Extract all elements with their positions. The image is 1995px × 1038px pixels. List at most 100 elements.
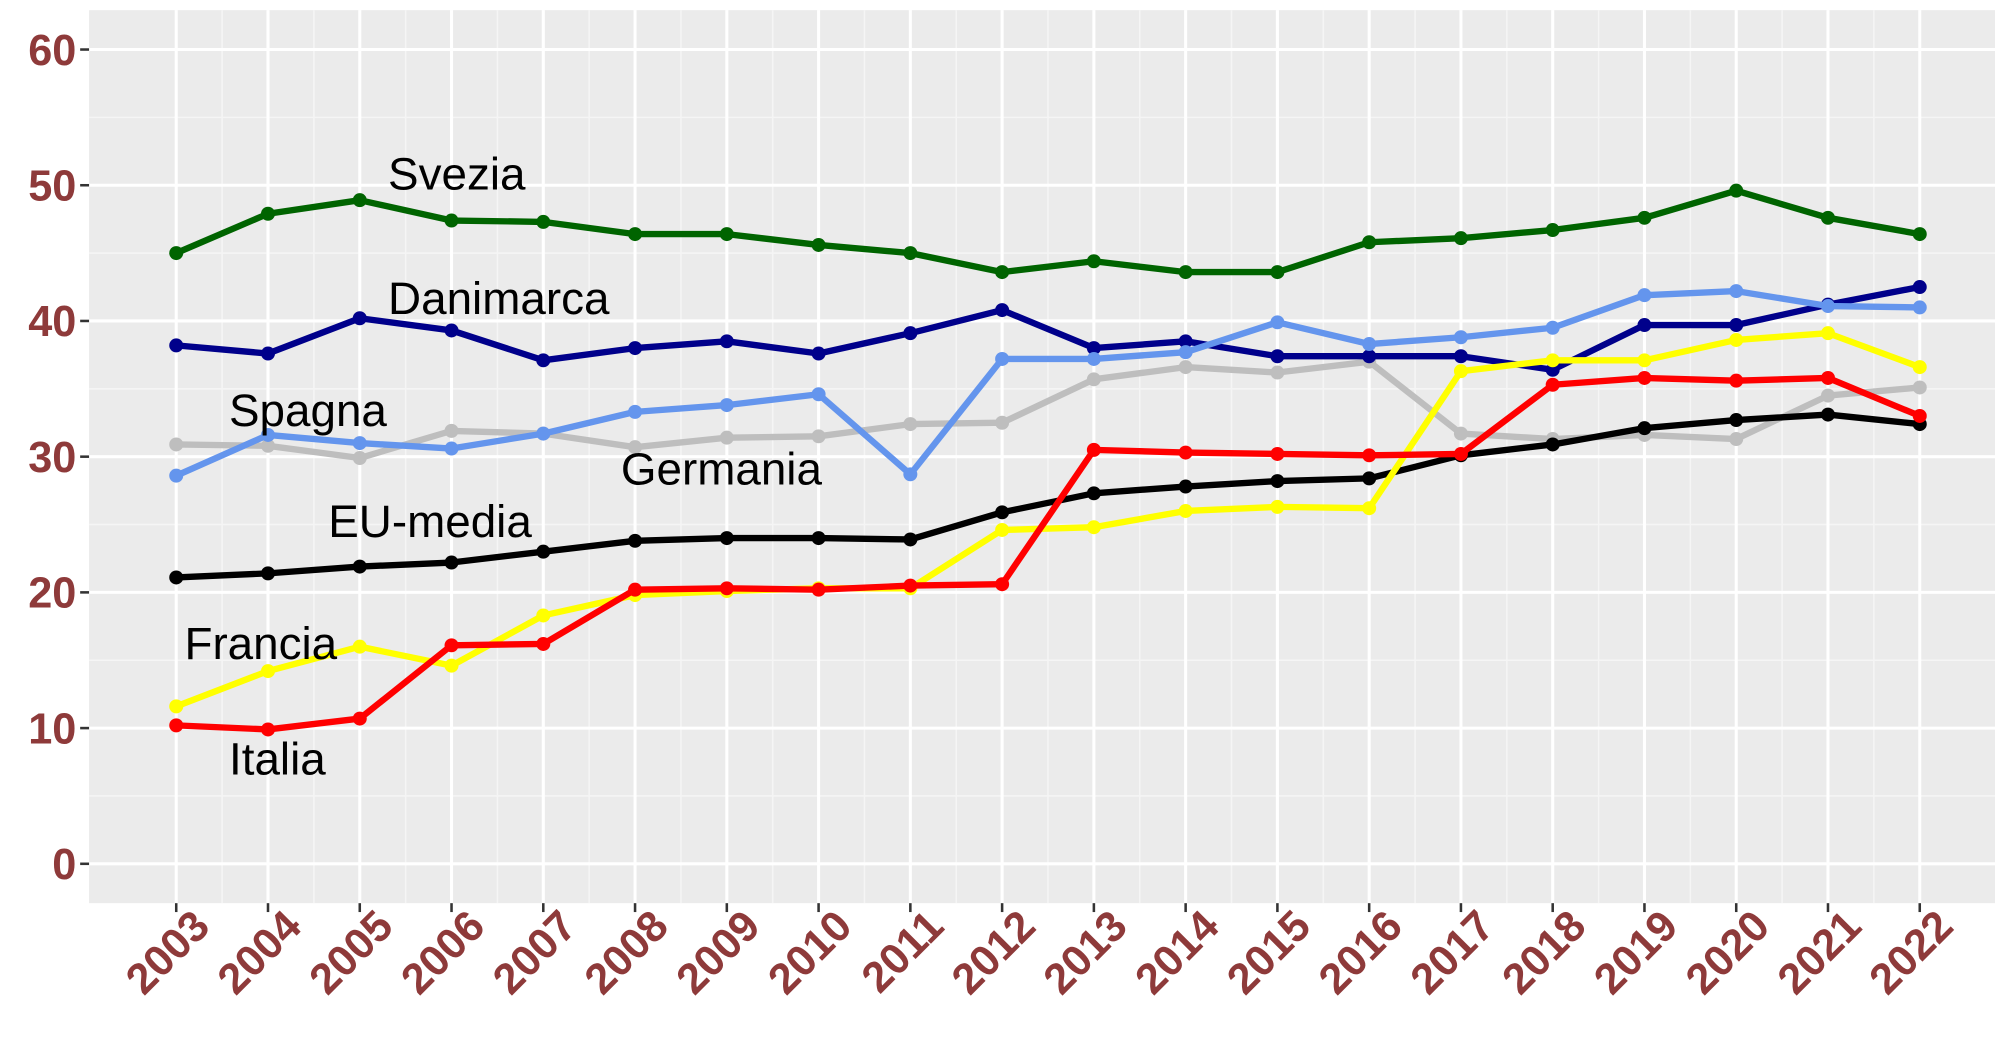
- data-point: [169, 699, 184, 714]
- data-point: [719, 398, 734, 413]
- data-point: [352, 193, 367, 208]
- x-tick-label: 2004: [209, 902, 311, 1004]
- data-point: [1362, 337, 1377, 352]
- data-point: [169, 437, 184, 452]
- data-point: [261, 206, 275, 221]
- data-point: [903, 467, 918, 482]
- y-tick-label: 50: [28, 163, 76, 211]
- data-point: [995, 303, 1010, 318]
- x-tick-label: 2015: [1218, 902, 1320, 1004]
- data-point: [1362, 235, 1377, 250]
- data-point: [628, 227, 643, 242]
- data-point: [1545, 320, 1560, 335]
- x-tick-label: 2007: [484, 902, 586, 1004]
- data-point: [1453, 330, 1468, 345]
- data-point: [1729, 318, 1744, 333]
- data-point: [903, 417, 918, 432]
- data-point: [995, 265, 1010, 280]
- data-point: [444, 423, 459, 438]
- data-point: [1545, 377, 1560, 392]
- data-point: [169, 718, 184, 733]
- x-tick-label: 2011: [853, 902, 953, 1002]
- data-point: [1637, 318, 1652, 333]
- x-tick-label: 2005: [300, 902, 402, 1004]
- data-point: [811, 237, 826, 252]
- data-point: [1545, 223, 1560, 238]
- data-point: [169, 570, 184, 585]
- y-tick-label: 0: [52, 841, 76, 889]
- data-point: [995, 351, 1010, 366]
- data-point: [1362, 448, 1377, 463]
- data-point: [1637, 288, 1652, 303]
- data-point: [536, 426, 551, 441]
- data-point: [352, 436, 367, 451]
- series-line: [176, 411, 1921, 581]
- data-point: [903, 246, 918, 261]
- y-tick-label: 40: [28, 298, 76, 346]
- data-point: [536, 608, 551, 623]
- data-point: [352, 639, 367, 654]
- x-tick-label: 2014: [1126, 902, 1228, 1004]
- data-point: [444, 555, 459, 570]
- data-point: [719, 430, 734, 445]
- data-point: [1362, 501, 1377, 516]
- data-point: [1178, 479, 1193, 494]
- x-tick-label: 2003: [117, 902, 219, 1004]
- data-point: [995, 415, 1010, 430]
- data-point: [628, 341, 643, 356]
- x-tick-label: 2016: [1310, 902, 1412, 1004]
- data-point: [1820, 388, 1835, 403]
- data-point: [995, 577, 1010, 592]
- data-point: [1086, 254, 1101, 269]
- data-point: [261, 427, 275, 442]
- data-point: [1453, 231, 1468, 246]
- data-point: [1912, 380, 1927, 395]
- data-point: [1270, 474, 1285, 489]
- data-point: [719, 531, 734, 546]
- data-point: [1637, 210, 1652, 225]
- data-point: [352, 559, 367, 574]
- data-point: [1086, 351, 1101, 366]
- data-point: [1637, 421, 1652, 436]
- data-point: [719, 581, 734, 596]
- data-point: [444, 323, 459, 338]
- data-point: [1912, 300, 1927, 315]
- data-point: [261, 346, 275, 361]
- series-line: [175, 283, 1921, 373]
- data-point: [1178, 334, 1193, 349]
- data-point: [1086, 442, 1101, 457]
- data-point: [1453, 446, 1468, 461]
- data-point: [444, 441, 459, 456]
- data-point: [169, 468, 184, 483]
- series-line: [176, 358, 1921, 462]
- data-point: [1545, 437, 1560, 452]
- data-point: [1545, 353, 1560, 368]
- data-point: [352, 311, 367, 326]
- y-tick-label: 20: [28, 570, 76, 618]
- data-point: [1178, 445, 1193, 460]
- series-line: [174, 287, 1920, 479]
- x-tick-label: 2013: [1035, 902, 1137, 1004]
- x-tick-label: 2019: [1585, 902, 1687, 1004]
- data-point: [811, 582, 826, 597]
- data-point: [1453, 349, 1468, 364]
- data-point: [1178, 503, 1193, 518]
- x-tick-label: 2010: [759, 902, 861, 1004]
- data-point: [1729, 432, 1744, 447]
- x-tick-label: 2008: [576, 902, 678, 1004]
- data-point: [1637, 370, 1652, 385]
- series-label: Svezia: [388, 149, 526, 200]
- data-point: [1637, 353, 1652, 368]
- data-point: [536, 636, 551, 651]
- data-point: [811, 429, 826, 444]
- data-point: [1178, 360, 1193, 375]
- x-tick-label: 2012: [943, 902, 1045, 1004]
- data-point: [1270, 265, 1285, 280]
- series-line: [176, 374, 1921, 733]
- data-point: [628, 440, 643, 455]
- data-point: [1912, 360, 1927, 375]
- data-point: [1912, 408, 1927, 423]
- y-tick-label: 30: [28, 434, 76, 482]
- data-point: [1270, 446, 1285, 461]
- data-point: [536, 353, 551, 368]
